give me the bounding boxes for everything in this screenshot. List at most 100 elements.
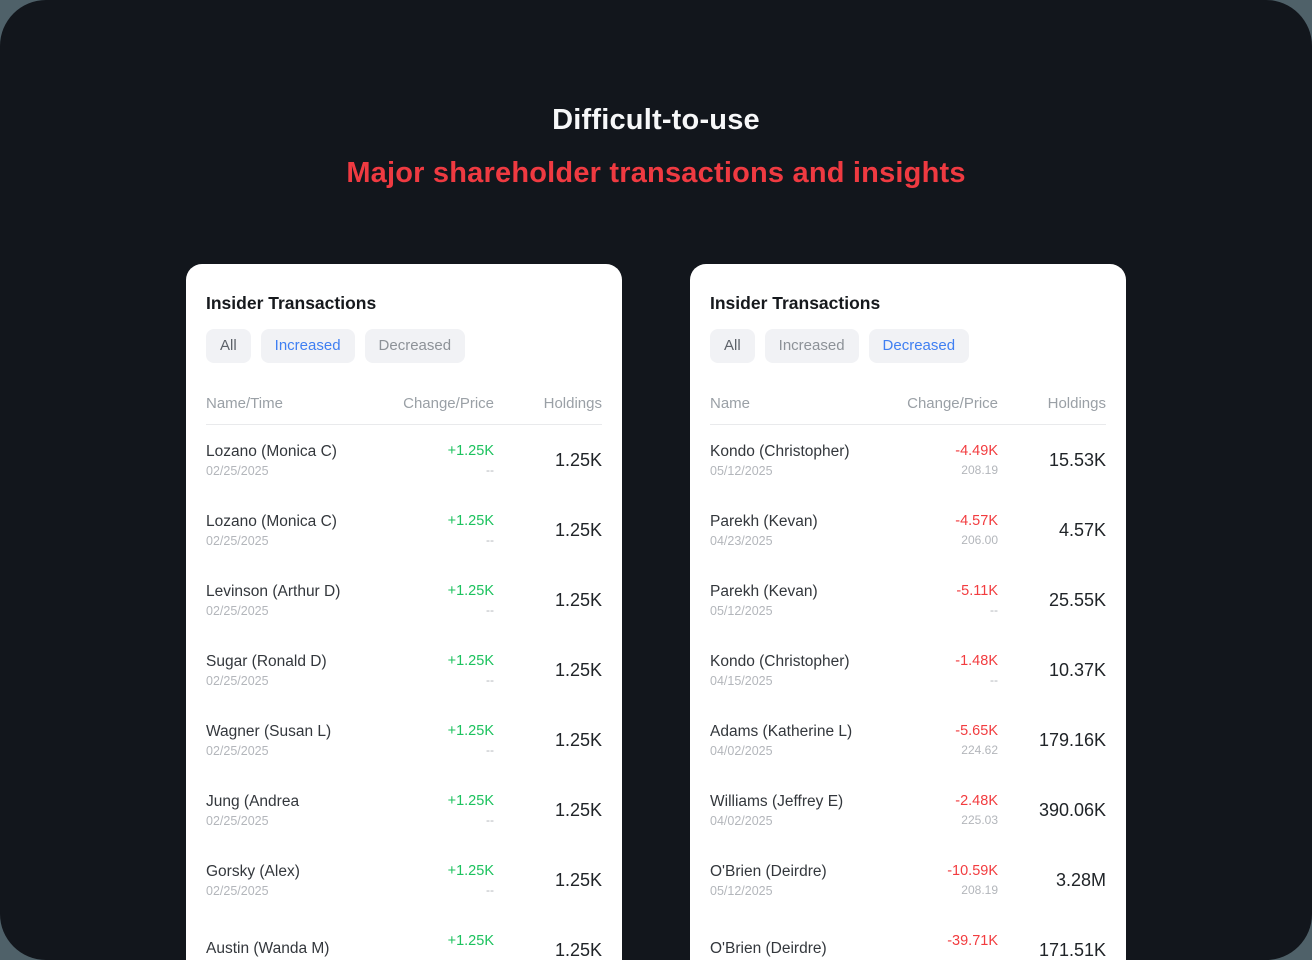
name-cell: O'Brien (Deirdre) xyxy=(710,939,878,960)
transaction-date: 04/02/2025 xyxy=(710,743,773,758)
filter-decreased[interactable]: Decreased xyxy=(868,329,970,363)
price-value: 206.00 xyxy=(961,533,998,547)
holdings-value: 25.55K xyxy=(1048,589,1106,610)
transaction-date: 02/25/2025 xyxy=(206,813,269,828)
holdings-value: 15.53K xyxy=(1048,449,1106,470)
table-row[interactable]: O'Brien (Deirdre) 05/12/2025 -10.59K 208… xyxy=(710,845,1106,915)
transaction-date: 04/15/2025 xyxy=(710,673,773,688)
insider-name: Parekh (Kevan) xyxy=(710,512,818,530)
holdings-value: 1.25K xyxy=(554,939,602,960)
change-value: -5.65K xyxy=(955,723,998,739)
change-value: -5.11K xyxy=(956,583,998,599)
table-row[interactable]: Austin (Wanda M) +1.25K 1.25K xyxy=(206,915,602,960)
change-cell: -5.65K 224.62 xyxy=(878,722,998,758)
holdings-value: 390.06K xyxy=(1038,799,1106,820)
table-row[interactable]: Adams (Katherine L) 04/02/2025 -5.65K 22… xyxy=(710,705,1106,775)
change-cell: +1.25K -- xyxy=(374,862,494,898)
card-title: Insider Transactions xyxy=(710,293,881,313)
name-cell: Adams (Katherine L) 04/02/2025 xyxy=(710,722,878,759)
price-value xyxy=(878,953,998,960)
insider-name: Parekh (Kevan) xyxy=(710,582,818,600)
change-cell: +1.25K -- xyxy=(374,722,494,758)
table-body: Kondo (Christopher) 05/12/2025 -4.49K 20… xyxy=(710,425,1106,960)
name-cell: Lozano (Monica C) 02/25/2025 xyxy=(206,442,374,479)
holdings-value: 179.16K xyxy=(1038,729,1106,750)
filter-increased[interactable]: Increased xyxy=(260,329,355,363)
name-cell: Wagner (Susan L) 02/25/2025 xyxy=(206,722,374,759)
table-row[interactable]: Jung (Andrea 02/25/2025 +1.25K -- 1.25K xyxy=(206,775,602,845)
change-value: -1.48K xyxy=(955,653,998,669)
table-row[interactable]: Wagner (Susan L) 02/25/2025 +1.25K -- 1.… xyxy=(206,705,602,775)
change-value: +1.25K xyxy=(447,583,494,599)
filter-all[interactable]: All xyxy=(710,329,755,363)
holdings-value: 1.25K xyxy=(554,589,602,610)
table-row[interactable]: Lozano (Monica C) 02/25/2025 +1.25K -- 1… xyxy=(206,425,602,495)
table-row[interactable]: Levinson (Arthur D) 02/25/2025 +1.25K --… xyxy=(206,565,602,635)
holdings-value: 1.25K xyxy=(554,869,602,890)
transaction-date: 04/23/2025 xyxy=(710,533,773,548)
price-value: 208.19 xyxy=(961,883,998,897)
price-value: -- xyxy=(486,673,494,687)
table-row[interactable]: Sugar (Ronald D) 02/25/2025 +1.25K -- 1.… xyxy=(206,635,602,705)
holdings-value: 10.37K xyxy=(1048,659,1106,680)
change-cell: -10.59K 208.19 xyxy=(878,862,998,898)
change-value: -10.59K xyxy=(947,863,998,879)
filter-chips: All Increased Decreased xyxy=(710,329,1106,363)
card-title: Insider Transactions xyxy=(206,293,377,313)
table-row[interactable]: Parekh (Kevan) 04/23/2025 -4.57K 206.00 … xyxy=(710,495,1106,565)
column-header: Change/Price xyxy=(907,395,998,412)
price-value: -- xyxy=(486,603,494,617)
change-value: +1.25K xyxy=(447,723,494,739)
cards-container: Insider Transactions All Increased Decreas… xyxy=(0,264,1312,960)
page-subtitle: Major shareholder transactions and insig… xyxy=(346,157,966,189)
name-cell: Kondo (Christopher) 05/12/2025 xyxy=(710,442,878,479)
table-row[interactable]: O'Brien (Deirdre) -39.71K 171.51K xyxy=(710,915,1106,960)
change-cell: -1.48K -- xyxy=(878,652,998,688)
page-title: Difficult-to-use xyxy=(552,104,760,136)
change-value: +1.25K xyxy=(447,933,494,949)
insider-name: O'Brien (Deirdre) xyxy=(710,862,827,880)
column-header: Change/Price xyxy=(403,395,494,412)
holdings-value: 1.25K xyxy=(554,799,602,820)
filter-chips: All Increased Decreased xyxy=(206,329,602,363)
price-value: -- xyxy=(486,883,494,897)
change-value: +1.25K xyxy=(447,653,494,669)
column-header: Holdings xyxy=(543,395,602,412)
holdings-value: 1.25K xyxy=(554,659,602,680)
insider-name: Jung (Andrea xyxy=(206,792,300,810)
column-header: Holdings xyxy=(1047,395,1106,412)
change-cell: +1.25K -- xyxy=(374,512,494,548)
filter-all[interactable]: All xyxy=(206,329,251,363)
price-value: -- xyxy=(990,603,998,617)
change-cell: -4.57K 206.00 xyxy=(878,512,998,548)
price-value: -- xyxy=(486,533,494,547)
insider-transactions-card: Insider Transactions All Increased Decreas… xyxy=(186,264,622,960)
change-value: +1.25K xyxy=(447,513,494,529)
insider-name: Kondo (Christopher) xyxy=(710,652,850,670)
filter-increased[interactable]: Increased xyxy=(764,329,859,363)
holdings-value: 4.57K xyxy=(1058,519,1106,540)
table-row[interactable]: Lozano (Monica C) 02/25/2025 +1.25K -- 1… xyxy=(206,495,602,565)
table-row[interactable]: Kondo (Christopher) 04/15/2025 -1.48K --… xyxy=(710,635,1106,705)
change-cell: -4.49K 208.19 xyxy=(878,442,998,478)
holdings-value: 3.28M xyxy=(1055,869,1106,890)
table-row[interactable]: Williams (Jeffrey E) 04/02/2025 -2.48K 2… xyxy=(710,775,1106,845)
holdings-value: 1.25K xyxy=(554,449,602,470)
table-row[interactable]: Kondo (Christopher) 05/12/2025 -4.49K 20… xyxy=(710,425,1106,495)
insider-name: Austin (Wanda M) xyxy=(206,940,330,957)
transaction-date: 02/25/2025 xyxy=(206,883,269,898)
filter-decreased[interactable]: Decreased xyxy=(364,329,466,363)
table-row[interactable]: Gorsky (Alex) 02/25/2025 +1.25K -- 1.25K xyxy=(206,845,602,915)
insider-name: Wagner (Susan L) xyxy=(206,722,332,740)
name-cell: Williams (Jeffrey E) 04/02/2025 xyxy=(710,792,878,829)
transaction-date: 02/25/2025 xyxy=(206,673,269,688)
transaction-date: 02/25/2025 xyxy=(206,533,269,548)
change-value: +1.25K xyxy=(447,863,494,879)
change-cell: -5.11K -- xyxy=(878,582,998,618)
transaction-date: 02/25/2025 xyxy=(206,463,269,478)
table-header-row: Name Change/Price Holdings xyxy=(710,395,1106,425)
insider-transactions-card: Insider Transactions All Increased Decreas… xyxy=(690,264,1126,960)
table-row[interactable]: Parekh (Kevan) 05/12/2025 -5.11K -- 25.5… xyxy=(710,565,1106,635)
change-value: -2.48K xyxy=(955,793,998,809)
